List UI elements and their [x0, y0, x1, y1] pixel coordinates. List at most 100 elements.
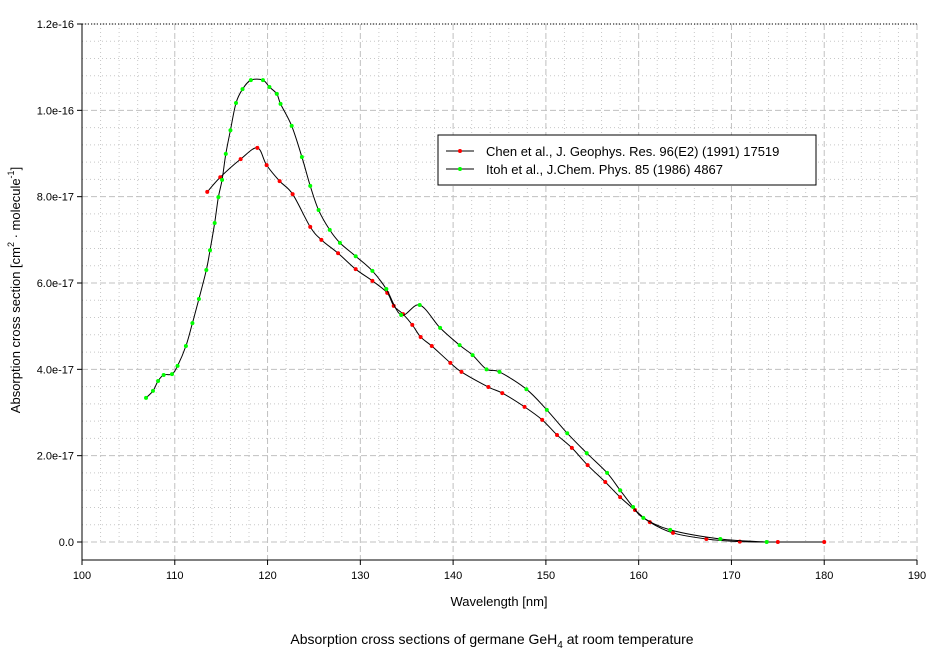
x-tick-label: 190 [908, 570, 926, 582]
data-point-1 [584, 451, 589, 456]
data-point-1 [764, 540, 769, 544]
data-point-1 [150, 388, 155, 393]
data-point-0 [555, 432, 560, 437]
x-tick-label: 180 [815, 570, 833, 582]
data-point-1 [183, 344, 188, 349]
data-point-1 [497, 369, 502, 374]
x-axis-label: Wavelength [nm] [450, 594, 547, 609]
x-tick-label: 140 [444, 570, 462, 582]
y-tick-label: 0.0 [59, 537, 74, 549]
title-subscript: 4 [557, 640, 563, 651]
data-point-0 [336, 251, 341, 256]
data-point-1 [337, 240, 342, 245]
data-point-0 [429, 344, 434, 349]
data-point-1 [274, 91, 279, 96]
data-point-0 [319, 237, 324, 242]
data-point-0 [277, 179, 282, 184]
data-point-0 [569, 445, 574, 450]
legend-label-chen: Chen et al., J. Geophys. Res. 96(E2) (19… [486, 144, 779, 159]
data-point-1 [524, 387, 529, 392]
data-point-0 [255, 145, 260, 150]
data-point-1 [190, 321, 195, 326]
data-point-1 [156, 378, 161, 383]
data-point-0 [603, 479, 608, 484]
data-point-1 [618, 488, 623, 493]
data-point-0 [822, 540, 827, 544]
data-point-1 [316, 208, 321, 213]
data-point-0 [410, 322, 415, 327]
data-point-1 [308, 183, 313, 188]
data-point-0 [370, 278, 375, 283]
data-point-0 [775, 540, 780, 544]
data-point-0 [308, 224, 313, 229]
grid [82, 23, 918, 560]
data-point-1 [544, 407, 549, 412]
y-tick-label: 6.0e-17 [37, 278, 74, 290]
y-axis-label: Absorption cross section [cm2 · molecule… [6, 167, 23, 413]
y-label-post: ] [8, 167, 23, 171]
data-point-1 [668, 527, 673, 532]
data-point-0 [353, 267, 358, 272]
x-tick-label: 110 [166, 570, 184, 582]
data-point-1 [417, 303, 422, 308]
data-point-0 [522, 404, 527, 409]
y-tick-label: 2.0e-17 [37, 451, 74, 463]
data-point-1 [370, 268, 375, 273]
data-point-1 [240, 87, 245, 92]
data-point-1 [144, 395, 149, 400]
data-point-1 [204, 268, 209, 273]
data-point-1 [605, 470, 610, 475]
data-point-1 [299, 154, 304, 159]
y-label-sup1: 2 [6, 242, 16, 247]
x-tick-label: 100 [73, 570, 91, 582]
data-point-1 [399, 312, 404, 317]
y-label-mid: · molecule [8, 178, 23, 242]
axes: 100 110 120 130 140 150 160 170 180 190 0.0 2.0e-17… [37, 19, 926, 582]
y-tick-label: 4.0e-17 [37, 364, 74, 376]
data-point-1 [289, 123, 294, 128]
data-point-1 [212, 220, 217, 225]
data-point-0 [618, 495, 623, 500]
legend-box [437, 134, 817, 186]
data-point-0 [540, 417, 545, 422]
title-tail: at room temperature [563, 631, 694, 647]
data-point-1 [718, 536, 723, 541]
legend: Chen et al., J. Geophys. Res. 96(E2) (19… [437, 134, 817, 186]
data-point-1 [267, 85, 272, 90]
series-line-1 [145, 78, 767, 543]
data-point-1 [161, 372, 166, 377]
x-tick-label: 130 [351, 570, 369, 582]
data-point-1 [353, 254, 358, 259]
y-label-sup2: -1 [6, 170, 16, 178]
y-label-pre: Absorption cross section [cm [8, 247, 23, 413]
y-tick-label: 8.0e-17 [37, 192, 74, 204]
y-tick-label: 1.2e-16 [37, 19, 74, 31]
data-point-1 [220, 177, 225, 182]
data-point-0 [500, 391, 505, 396]
data-point-0 [205, 189, 210, 194]
data-point-0 [670, 530, 675, 535]
data-point-1 [565, 431, 570, 436]
data-point-0 [459, 369, 464, 374]
data-point-1 [260, 78, 265, 83]
x-tick-label: 150 [537, 570, 555, 582]
data-point-1 [631, 505, 636, 510]
series-layer [144, 78, 827, 544]
title-main: Absorption cross sections of germane GeH [290, 631, 557, 647]
data-point-0 [418, 334, 423, 339]
data-point-1 [216, 195, 221, 200]
chart-title: Absorption cross sections of germane GeH… [290, 631, 693, 651]
data-point-0 [290, 192, 295, 197]
data-point-1 [234, 100, 239, 105]
data-point-0 [238, 157, 243, 162]
legend-label-itoh: Itoh et al., J.Chem. Phys. 85 (1986) 486… [486, 162, 723, 177]
data-point-1 [278, 101, 283, 106]
data-point-1 [384, 287, 389, 292]
data-point-1 [327, 227, 332, 232]
data-point-1 [457, 343, 462, 348]
data-point-1 [175, 363, 180, 368]
data-point-1 [223, 151, 228, 156]
data-point-1 [169, 372, 174, 377]
data-point-0 [704, 536, 709, 541]
data-point-0 [486, 385, 491, 390]
